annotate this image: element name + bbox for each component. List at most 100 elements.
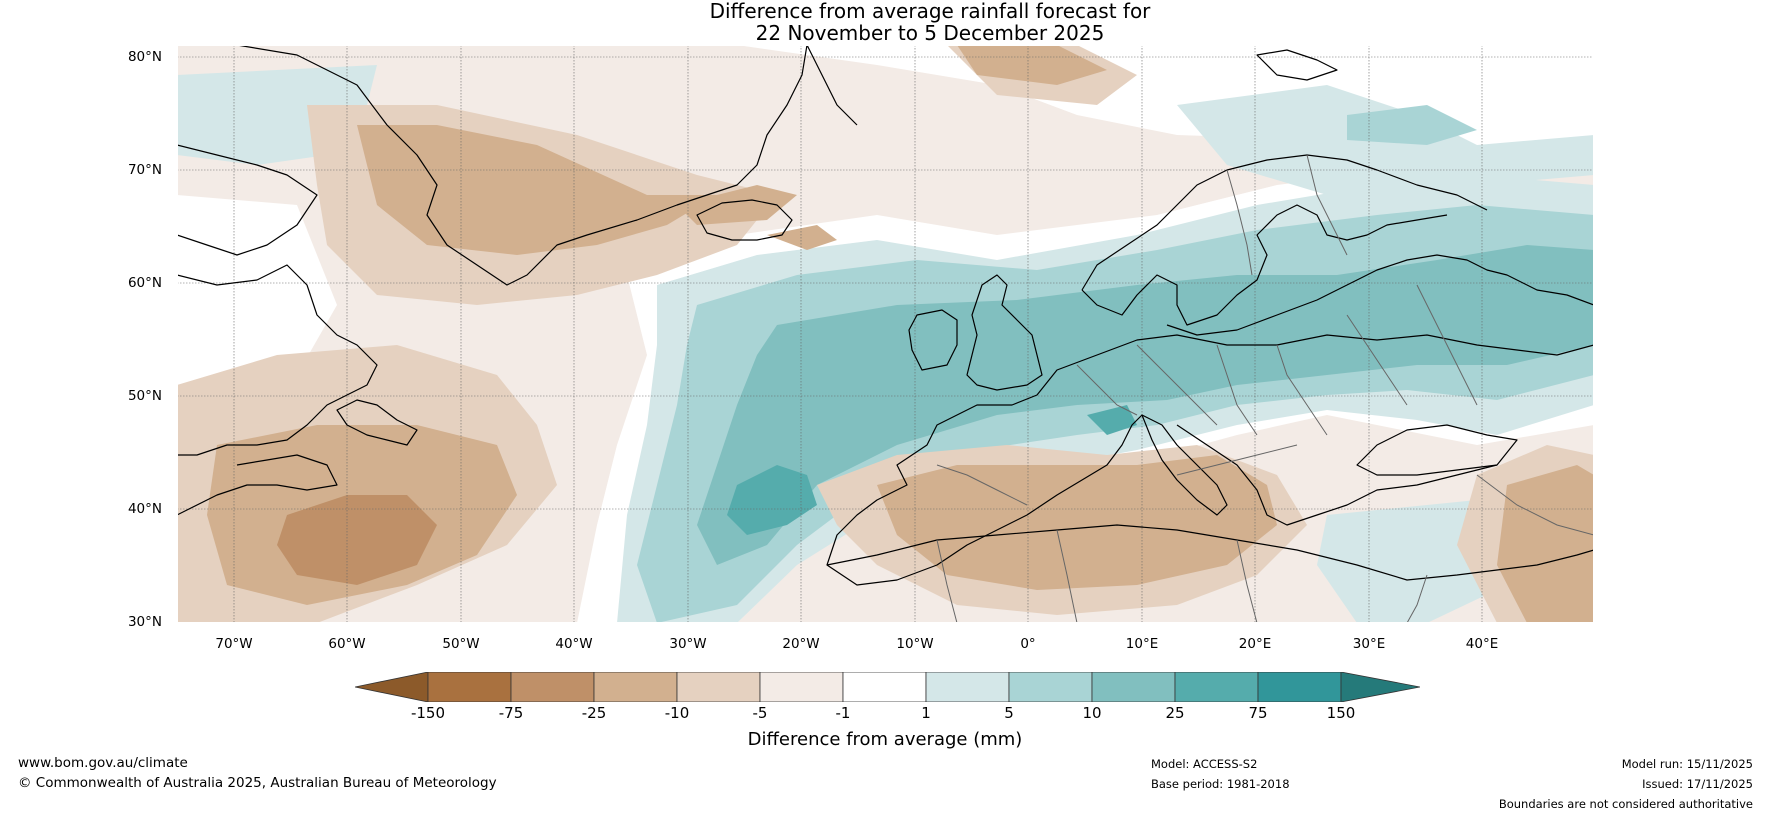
- lat-label-40n: 40°N: [127, 501, 162, 517]
- baltic-coast: [1166, 254, 1594, 336]
- border-11: [936, 539, 958, 623]
- contour-near-normal-1: [177, 45, 1594, 195]
- border-10: [1176, 444, 1298, 476]
- lat-label-60n: 60°N: [127, 275, 162, 291]
- colorbar-swatch-4: [676, 672, 761, 702]
- contour-dry-10to5-g: [767, 225, 837, 250]
- contour-dry-10to5-f: [677, 185, 797, 225]
- border-7: [1346, 314, 1408, 406]
- contour-dry-25to10: [277, 495, 437, 585]
- lon-label-60w: 60°W: [328, 636, 366, 652]
- iceland-coast: [696, 199, 793, 241]
- colorbar-swatch-11: [1257, 672, 1342, 702]
- baffin-coast: [177, 144, 318, 256]
- greenland-east-coast: [806, 45, 858, 126]
- colorbar-label-9: 25: [1165, 704, 1185, 722]
- border-5: [1216, 344, 1258, 436]
- title-line-1: Difference from average rainfall forecas…: [709, 0, 1151, 23]
- border-14: [1406, 574, 1428, 623]
- colorbar-swatch-6: [842, 672, 927, 702]
- border-2: [1306, 154, 1348, 256]
- border-9: [936, 464, 1028, 506]
- colorbar-label-0: -150: [410, 704, 446, 722]
- colorbar-swatch-12: [1340, 672, 1420, 702]
- scandinavia-south-coast: [1081, 204, 1448, 326]
- border-1: [1226, 169, 1253, 276]
- rainfall-anomaly-map: [177, 45, 1594, 623]
- europe-west-coast: [826, 334, 1594, 586]
- lon-label-70w: 70°W: [215, 636, 253, 652]
- colorbar-label-10: 75: [1248, 704, 1268, 722]
- contour-dry-10to5-e: [1497, 465, 1594, 623]
- colorbar-label-1: -75: [498, 704, 524, 722]
- contour-wet-25to75: [727, 465, 817, 535]
- lon-label-30e: 30°E: [1352, 636, 1386, 652]
- colorbar-swatch-7: [925, 672, 1010, 702]
- footer-disclaimer: Boundaries are not considered authoritat…: [1498, 797, 1753, 811]
- lat-label-30n: 30°N: [127, 614, 162, 630]
- graticule: [177, 45, 1594, 623]
- map-title: Difference from average rainfall forecas…: [0, 0, 1770, 44]
- contour-wet-25to75-b: [1087, 405, 1137, 435]
- lon-label-0: 0°: [1020, 636, 1036, 652]
- greenland-coast: [236, 45, 808, 286]
- title-line-2: 22 November to 5 December 2025: [755, 21, 1105, 45]
- contour-wet-10to25: [697, 245, 1594, 565]
- colorbar-swatch-3: [593, 672, 678, 702]
- italy-coast: [1141, 414, 1228, 516]
- footer-model: Model: ACCESS-S2: [1151, 757, 1258, 771]
- colorbar-label-4: -5: [752, 704, 768, 722]
- colorbar-label-5: -1: [835, 704, 851, 722]
- colorbar-swatch-5: [759, 672, 844, 702]
- lat-label-50n: 50°N: [127, 388, 162, 404]
- colorbar-label-3: -10: [664, 704, 690, 722]
- border-6: [1276, 344, 1328, 436]
- colorbar-swatch-0: [355, 672, 429, 702]
- north-africa-coast: [826, 524, 1594, 581]
- colorbar-swatch-9: [1091, 672, 1176, 702]
- footer-url[interactable]: www.bom.gov.au/climate: [18, 755, 188, 771]
- colorbar-label-2: -25: [581, 704, 607, 722]
- colorbar-swatch-10: [1174, 672, 1259, 702]
- colorbar-title: Difference from average (mm): [747, 729, 1023, 750]
- border-8: [1416, 284, 1478, 406]
- lat-label-70n: 70°N: [127, 162, 162, 178]
- lon-label-40e: 40°E: [1465, 636, 1499, 652]
- footer-issued: Issued: 17/11/2025: [1642, 777, 1753, 791]
- border-3: [1076, 364, 1138, 416]
- colorbar-swatch-1: [427, 672, 512, 702]
- svalbard-coast: [1256, 49, 1338, 81]
- colorbar-label-7: 5: [1004, 704, 1014, 722]
- great-britain-coast: [966, 274, 1043, 391]
- lon-label-10w: 10°W: [896, 636, 934, 652]
- contour-wet-5to10-b: [1347, 105, 1477, 145]
- norway-coast: [1081, 154, 1488, 291]
- footer-model-run: Model run: 15/11/2025: [1621, 757, 1753, 771]
- colorbar-label-6: 1: [921, 704, 931, 722]
- contour-dry-10to5-c: [877, 455, 1277, 590]
- lon-label-20e: 20°E: [1238, 636, 1272, 652]
- ireland-coast: [908, 309, 958, 371]
- colorbar-swatch-8: [1008, 672, 1093, 702]
- contour-dry-10to5-d: [957, 45, 1107, 85]
- lon-label-30w: 30°W: [669, 636, 707, 652]
- lon-label-40w: 40°W: [555, 636, 593, 652]
- newfoundland-coast: [336, 399, 418, 446]
- lon-label-10e: 10°E: [1125, 636, 1159, 652]
- border-15: [1476, 474, 1594, 536]
- colorbar: [355, 672, 1420, 702]
- contour-near-normal-2: [177, 195, 337, 405]
- country-borders: [936, 154, 1594, 623]
- colorbar-swatch-2: [510, 672, 595, 702]
- nova-scotia-coast: [177, 454, 338, 516]
- footer-copyright: © Commonwealth of Australia 2025, Austra…: [18, 775, 497, 791]
- lon-label-50w: 50°W: [442, 636, 480, 652]
- border-13: [1236, 539, 1258, 623]
- labrador-coast: [177, 264, 378, 456]
- lat-label-80n: 80°N: [127, 49, 162, 65]
- border-4: [1136, 344, 1218, 426]
- colorbar-label-8: 10: [1082, 704, 1102, 722]
- footer-base-period: Base period: 1981-2018: [1151, 777, 1290, 791]
- border-12: [1056, 529, 1078, 623]
- lon-label-20w: 20°W: [782, 636, 820, 652]
